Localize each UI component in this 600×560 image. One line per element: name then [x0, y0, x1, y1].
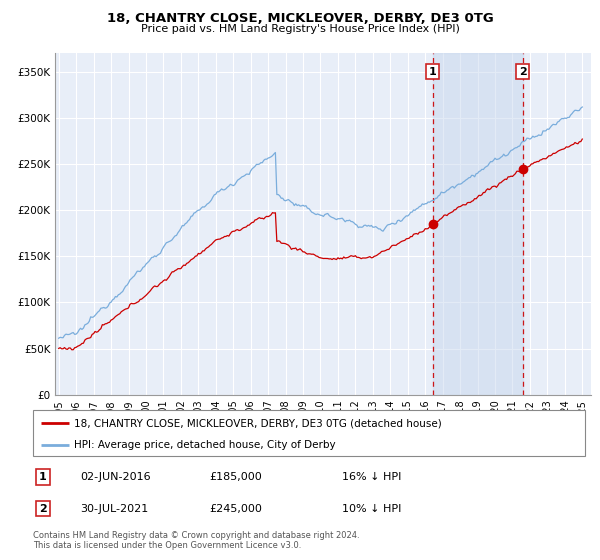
Text: £245,000: £245,000: [209, 503, 263, 514]
Text: 2: 2: [519, 67, 526, 77]
Text: Contains HM Land Registry data © Crown copyright and database right 2024.
This d: Contains HM Land Registry data © Crown c…: [33, 531, 359, 550]
Text: £185,000: £185,000: [209, 472, 262, 482]
Text: 02-JUN-2016: 02-JUN-2016: [80, 472, 151, 482]
Text: 2: 2: [39, 503, 47, 514]
Text: 30-JUL-2021: 30-JUL-2021: [80, 503, 148, 514]
Text: 18, CHANTRY CLOSE, MICKLEOVER, DERBY, DE3 0TG (detached house): 18, CHANTRY CLOSE, MICKLEOVER, DERBY, DE…: [74, 418, 442, 428]
Bar: [433, 53, 523, 395]
Text: Price paid vs. HM Land Registry's House Price Index (HPI): Price paid vs. HM Land Registry's House …: [140, 24, 460, 34]
Text: 16% ↓ HPI: 16% ↓ HPI: [342, 472, 401, 482]
Text: 1: 1: [39, 472, 47, 482]
Text: HPI: Average price, detached house, City of Derby: HPI: Average price, detached house, City…: [74, 440, 336, 450]
Text: 10% ↓ HPI: 10% ↓ HPI: [342, 503, 401, 514]
Text: 1: 1: [428, 67, 436, 77]
Text: 18, CHANTRY CLOSE, MICKLEOVER, DERBY, DE3 0TG: 18, CHANTRY CLOSE, MICKLEOVER, DERBY, DE…: [107, 12, 493, 25]
